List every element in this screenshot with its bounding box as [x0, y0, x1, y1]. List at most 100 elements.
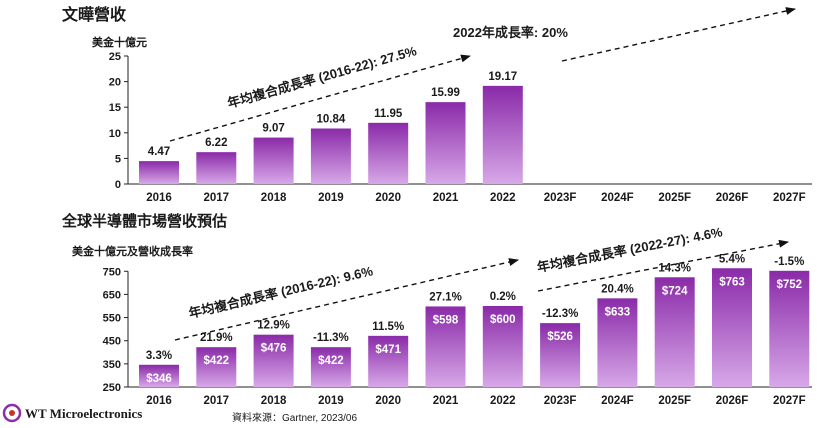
- chart2-bar: [196, 347, 237, 387]
- chart1-cagr-arrow-2: [561, 7, 796, 62]
- chart2-x-tick-label: 2021: [433, 395, 459, 407]
- chart1-x-tick-label: 2016: [146, 192, 172, 204]
- chart2-x-tick-label: 2019: [318, 395, 344, 407]
- chart1-cagr-arrow-1: [169, 54, 471, 142]
- chart1-data-label: 6.22: [205, 137, 227, 149]
- chart1-bar: [368, 122, 409, 184]
- chart2-data-label: $633: [605, 306, 631, 318]
- chart2-cagr-arrow-2: [537, 239, 789, 292]
- chart2-y-tick-label: 750: [103, 266, 121, 278]
- chart1-bar: [196, 152, 237, 184]
- chart1-data-label: 19.17: [488, 71, 517, 83]
- chart2-growth-label: 3.3%: [146, 350, 172, 362]
- chart2-x-tick-label: 2026F: [716, 395, 749, 407]
- chart2-growth-label: 11.5%: [372, 321, 404, 333]
- chart2-bar: [654, 277, 695, 387]
- chart2-bar: [368, 335, 409, 387]
- chart2-growth-label: -11.3%: [313, 332, 349, 344]
- chart1-data-label: 10.84: [317, 113, 346, 125]
- chart1-bar: [310, 128, 351, 184]
- chart1-y-tick-label: 5: [115, 153, 121, 165]
- chart1-x-tick-label: 2025F: [658, 192, 691, 204]
- chart1-x-tick-label: 2017: [204, 192, 230, 204]
- chart1-bars: [139, 85, 523, 184]
- chart2-x-tick-label: 2027F: [773, 395, 806, 407]
- chart1-x-tick-label: 2027F: [773, 192, 806, 204]
- chart2-x-tick-label: 2022: [490, 395, 516, 407]
- chart1-bar: [425, 102, 466, 184]
- chart1-x-tick-label: 2019: [318, 192, 344, 204]
- chart1-x-tick-label: 2020: [375, 192, 401, 204]
- chart2-data-label: $346: [146, 373, 172, 385]
- chart2-y-tick-label: 450: [103, 336, 121, 348]
- chart1-y-axis: 0 5 10 15 20 25: [109, 51, 129, 191]
- logo-mark-center-icon: [9, 410, 15, 416]
- chart1-bar: [482, 85, 523, 184]
- chart2-data-label: $763: [719, 276, 745, 288]
- chart1-data-label: 11.95: [374, 108, 403, 120]
- chart2-cagr-label-2: 年均複合成長率 (2022-27): 4.6%: [536, 224, 724, 275]
- chart2-y-tick-label: 250: [103, 382, 121, 394]
- chart1-y-tick-label: 20: [109, 77, 121, 89]
- chart1-x-tick-label: 2026F: [716, 192, 749, 204]
- chart2-growth-label: 20.4%: [601, 283, 634, 295]
- chart2-x-tick-label: 2025F: [658, 395, 691, 407]
- chart2-bars: [139, 268, 810, 387]
- chart2-bar: [253, 334, 294, 387]
- chart2-title: 全球半導體市場營收預估: [61, 212, 227, 230]
- chart2-bar: [310, 347, 351, 387]
- chart1-x-tick-label: 2024F: [601, 192, 634, 204]
- chart2-bar: [769, 270, 810, 387]
- chart2-growth-label: -1.5%: [774, 256, 804, 268]
- chart2-data-label: $752: [777, 279, 803, 291]
- chart2-y-tick-label: 550: [103, 313, 121, 325]
- chart2-x-tick-label: 2023F: [544, 395, 577, 407]
- chart1-y-tick-label: 10: [109, 128, 121, 140]
- chart2-x-tick-label: 2018: [261, 395, 287, 407]
- chart2-growth-label: 21.9%: [200, 332, 233, 344]
- chart2-growth-label: 27.1%: [429, 291, 462, 303]
- chart2-x-tick-label: 2017: [204, 395, 230, 407]
- chart2-x-tick-label: 2024F: [601, 395, 634, 407]
- chart2-data-label: $598: [433, 314, 459, 326]
- chart1-title: 文曄營收: [62, 5, 126, 24]
- chart2-growth-labels: 3.3% 21.9% 12.9% -11.3% 11.5% 27.1% 0.2% -12.3%…: [146, 253, 804, 362]
- company-logo: WT Microelectronics: [2, 403, 142, 423]
- chart2-x-tick-label: 2016: [146, 395, 172, 407]
- chart2-data-label: $422: [318, 355, 344, 367]
- chart1-x-tick-label: 2018: [261, 192, 287, 204]
- chart2-y-tick-label: 650: [103, 289, 121, 301]
- chart2-bar: [139, 364, 179, 387]
- chart1-cagr-label-2: 2022年成長率: 20%: [453, 25, 568, 40]
- logo-text: WT Microelectronics: [25, 406, 142, 421]
- chart1-y-tick-label: 25: [109, 51, 121, 63]
- chart2-cagr-arrow-1: [174, 258, 519, 341]
- chart2-growth-label: 0.2%: [490, 291, 516, 303]
- chart2-bar: [597, 298, 638, 387]
- chart2-growth-label: 5.4%: [719, 253, 745, 265]
- chart2-data-label: $422: [204, 355, 230, 367]
- chart2-data-label: $476: [261, 343, 287, 355]
- chart1-y-tick-label: 15: [109, 102, 121, 114]
- chart1-data-label: 4.47: [148, 146, 170, 158]
- chart2-bar: [712, 268, 752, 387]
- chart1-x-tick-label: 2023F: [544, 192, 577, 204]
- chart1-x-tick-label: 2022: [490, 192, 516, 204]
- chart2-y-axis: 250 350 450 550 650 750: [103, 266, 129, 394]
- chart2-x-tick-label: 2020: [375, 395, 401, 407]
- chart1-x-tick-label: 2021: [433, 192, 459, 204]
- chart1-y-tick-label: 0: [115, 179, 121, 191]
- chart2-cagr-label-1: 年均複合成長率 (2016-22): 9.6%: [187, 263, 374, 321]
- chart2-data-label: $526: [547, 331, 573, 343]
- chart2-data-label: $724: [662, 285, 688, 297]
- chart2-data-label: $471: [375, 344, 401, 356]
- chart2-growth-label: -12.3%: [542, 308, 578, 320]
- chart1-cagr-label-1: 年均複合成長率 (2016-22): 27.5%: [226, 43, 419, 111]
- chart2-value-labels: $346 $422 $476 $422 $471 $598 $600 $526 $633 $724…: [146, 276, 802, 385]
- chart2-growth-label: 14.3%: [658, 262, 691, 274]
- chart2-bar: [482, 305, 523, 387]
- chart1-bar: [253, 137, 294, 184]
- chart2-bar: [540, 323, 581, 387]
- chart2-growth-label: 12.9%: [257, 320, 290, 332]
